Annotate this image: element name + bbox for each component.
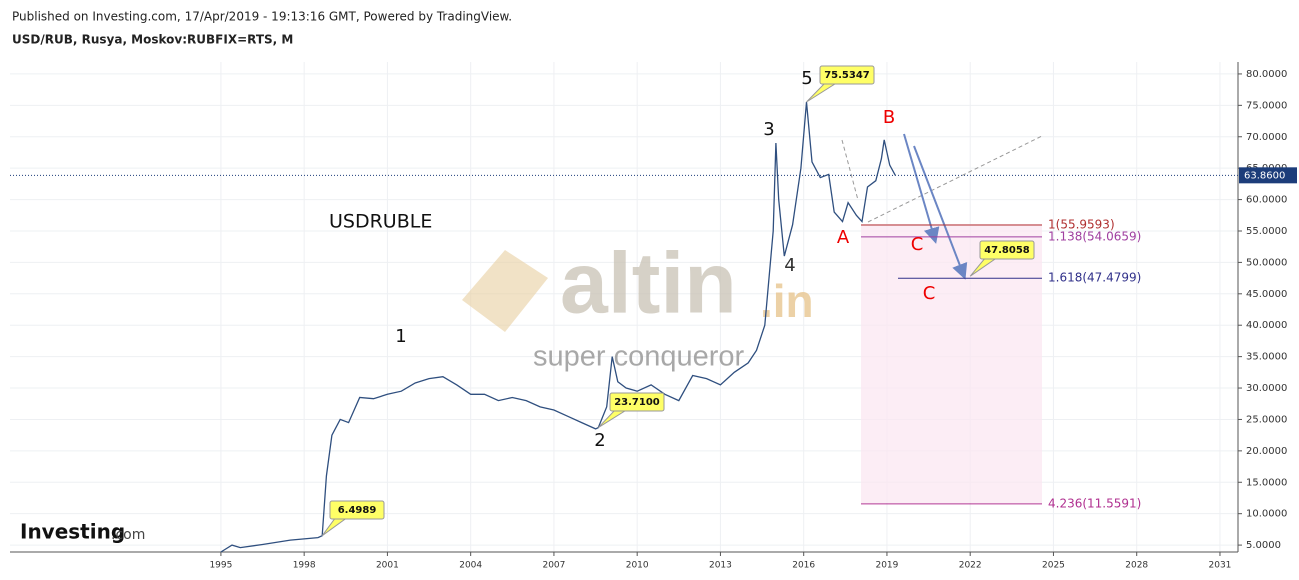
wave-label: C: [911, 234, 924, 255]
wave-label: C: [923, 283, 936, 304]
y-tick-label: 70.0000: [1246, 132, 1287, 143]
x-tick-label: 1998: [293, 561, 316, 571]
x-tick-label: 2013: [709, 561, 732, 571]
x-tick-label: 2016: [792, 561, 815, 571]
x-tick-label: 1995: [209, 561, 232, 571]
callout-label: 47.8058: [984, 245, 1030, 256]
y-tick-label: 5.0000: [1246, 540, 1281, 551]
callout-pointer: [321, 516, 350, 537]
callout-box: [819, 65, 875, 85]
y-tick-label: 50.0000: [1246, 257, 1287, 268]
y-tick-label: 80.0000: [1246, 69, 1287, 80]
y-tick-label: 15.0000: [1246, 477, 1287, 488]
chart-title: USDRUBLE: [329, 211, 432, 233]
fib-label: 1(55.9593): [1048, 217, 1115, 231]
projection-arrow: [903, 133, 940, 244]
callout-box: [609, 392, 665, 412]
wave-label: 2: [594, 430, 605, 451]
watermark-brand: altin: [560, 236, 737, 332]
y-tick-label: 40.0000: [1246, 320, 1287, 331]
watermark-logo: [462, 250, 548, 332]
y-tick-label: 35.0000: [1246, 352, 1287, 363]
x-tick-label: 2001: [376, 561, 399, 571]
watermark-tagline: super conqueror: [533, 341, 745, 373]
current-price-box: [1239, 167, 1297, 184]
y-tick-label: 25.0000: [1246, 414, 1287, 425]
y-tick-label: 60.0000: [1246, 195, 1287, 206]
callout-box: [329, 500, 385, 520]
wave-label: 3: [763, 119, 774, 140]
callout-label: 75.5347: [824, 70, 870, 81]
y-tick-label: 45.0000: [1246, 289, 1287, 300]
fib-zone: [861, 224, 1042, 503]
wave-label: A: [837, 227, 850, 248]
callout-box: [979, 240, 1035, 260]
trend-line: [841, 139, 859, 201]
x-tick-label: 2031: [1209, 561, 1232, 571]
x-tick-label: 2004: [459, 561, 482, 571]
wave-label: B: [883, 107, 895, 128]
wave-label: 1: [395, 326, 406, 347]
x-tick-label: 2025: [1042, 561, 1065, 571]
y-tick-label: 30.0000: [1246, 383, 1287, 394]
y-tick-label: 20.0000: [1246, 446, 1287, 457]
fib-label: 1.138(54.0659): [1048, 229, 1141, 243]
symbol-title: USD/RUB, Rusya, Moskov:RUBFIX=RTS, M: [12, 33, 293, 47]
callout-label: 23.7100: [614, 397, 660, 408]
x-tick-label: 2019: [875, 561, 898, 571]
y-tick-label: 55.0000: [1246, 226, 1287, 237]
y-tick-label: 75.0000: [1246, 100, 1287, 111]
x-tick-label: 2007: [542, 561, 565, 571]
current-price-label: 63.8600: [1244, 170, 1285, 181]
wave-label: 4: [784, 255, 795, 276]
watermark: altin .in super conqueror: [462, 236, 814, 373]
fib-label: 1.618(47.4799): [1048, 271, 1141, 285]
logo-name: Investing: [20, 520, 125, 544]
investing-logo: Investing .com: [20, 520, 145, 544]
logo-suffix: .com: [111, 527, 145, 543]
callout-label: 6.4989: [338, 505, 377, 516]
wave-label: 5: [801, 68, 812, 89]
x-tick-label: 2010: [626, 561, 649, 571]
y-tick-label: 10.0000: [1246, 509, 1287, 520]
price-line: [220, 101, 896, 553]
published-note: Published on Investing.com, 17/Apr/2019 …: [12, 10, 512, 24]
x-tick-label: 2022: [959, 561, 982, 571]
projection-arrow: [913, 145, 968, 280]
trend-line: [867, 135, 1043, 223]
x-tick-label: 2028: [1125, 561, 1148, 571]
fib-label: 4.236(11.5591): [1048, 496, 1141, 510]
